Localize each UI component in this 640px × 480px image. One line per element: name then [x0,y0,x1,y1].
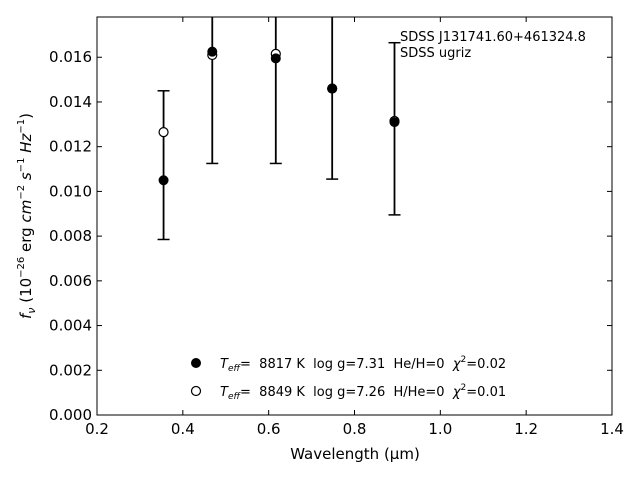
data-points [158,46,400,186]
legend-entry-open: Teff= 8849 K log g=7.26 H/He=0 χ2=0.01 [220,383,506,402]
x-tick-label: 1.4 [600,420,624,438]
y-tick-label: 0.006 [49,272,92,290]
y-tick-label: 0.010 [49,182,92,200]
x-tick-label: 0.4 [171,420,195,438]
plot-frame [96,16,613,416]
legend-marker-filled [191,358,201,368]
survey-annotation: SDSS ugriz [400,46,471,61]
filled-model-point [207,46,218,57]
x-tick-label: 1.2 [514,420,538,438]
x-tick-label: 1.0 [428,420,452,438]
x-tick-label: 0.8 [343,420,367,438]
x-tick-label: 0.6 [257,420,281,438]
legend-marker-open [190,385,202,397]
y-tick-label: 0.004 [49,317,92,335]
object-name-annotation: SDSS J131741.60+461324.8 [400,30,586,45]
y-tick-label: 0.012 [49,138,92,156]
y-tick-label: 0.008 [49,227,92,245]
filled-model-point [389,117,400,128]
open-model-point [158,127,169,138]
x-tick-label: 0.2 [85,420,109,438]
filled-model-point [327,83,338,94]
x-axis-label: Wavelength (μm) [290,445,420,463]
y-axis-ticks: 0.000 0.002 0.004 0.006 0.008 0.010 0.012 0.014… [49,48,612,424]
y-tick-label: 0.002 [49,361,92,379]
y-tick-label: 0.016 [49,48,92,66]
y-tick-label: 0.014 [49,93,92,111]
filled-model-point [158,175,169,186]
filled-model-point [270,53,281,64]
legend-entry-filled: Teff= 8817 K log g=7.31 He/H=0 χ2=0.02 [220,355,506,374]
legend: Teff= 8817 K log g=7.31 He/H=0 χ2=0.02 T… [190,355,506,402]
plot-area [96,16,613,416]
y-tick-label: 0.000 [49,406,92,424]
error-bars [157,17,401,241]
x-axis-ticks: 0.2 0.4 0.6 0.8 1.0 1.2 1.4 [85,17,624,438]
svg-text:fν (10−26 erg cm−2 s−1 Hz−1): fν (10−26 erg cm−2 s−1 Hz−1) [16,113,38,319]
y-axis-label: fν (10−26 erg cm−2 s−1 Hz−1) [16,113,38,319]
